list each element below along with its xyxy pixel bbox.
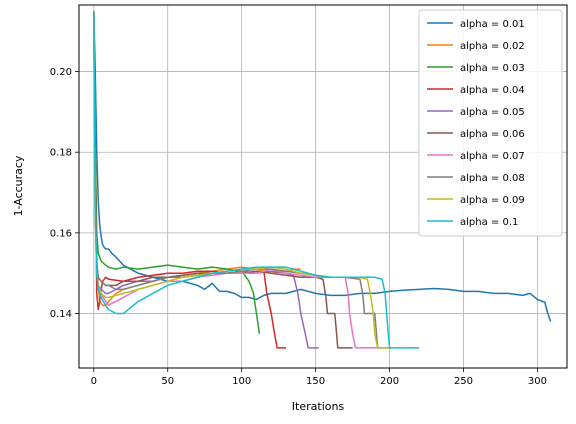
x-tick-label: 0 — [91, 376, 97, 387]
legend-label: alpha = 0.05 — [460, 107, 525, 118]
series-line-7 — [93, 11, 383, 349]
x-tick-label: 200 — [380, 376, 399, 387]
y-tick-label: 0.18 — [50, 148, 72, 159]
x-tick-label: 300 — [528, 376, 547, 387]
y-tick-label: 0.16 — [50, 228, 72, 239]
legend-label: alpha = 0.1 — [460, 217, 518, 228]
legend-label: alpha = 0.03 — [460, 63, 525, 74]
legend-label: alpha = 0.04 — [460, 85, 525, 96]
series-line-8 — [93, 11, 390, 349]
series-line-1 — [93, 11, 552, 322]
x-tick-label: 100 — [232, 376, 251, 387]
legend-box — [418, 9, 563, 237]
series-line-6 — [93, 11, 353, 349]
legend: alpha = 0.01 alpha = 0.02 alpha = 0.03 alph… — [418, 9, 563, 237]
legend-label: alpha = 0.09 — [460, 195, 525, 206]
legend-label: alpha = 0.06 — [460, 129, 525, 140]
series-line-2 — [93, 11, 301, 307]
legend-label: alpha = 0.02 — [460, 41, 525, 52]
series-line-5 — [93, 11, 319, 349]
legend-label: alpha = 0.08 — [460, 173, 525, 184]
legend-label: alpha = 0.07 — [460, 151, 525, 162]
y-axis-label: 1-Accuracy — [12, 155, 25, 216]
x-tick-label: 150 — [306, 376, 325, 387]
x-axis-ticks: 0 50 100 150 200 250 300 — [91, 368, 547, 387]
series-line-3 — [93, 11, 261, 334]
y-axis-ticks: 0.14 0.16 0.18 0.20 — [50, 67, 79, 320]
x-axis-label: Iterations — [292, 400, 345, 413]
plot-frame — [78, 4, 568, 369]
series-lines — [93, 11, 552, 349]
legend-label: alpha = 0.01 — [460, 19, 525, 30]
y-tick-label: 0.20 — [50, 67, 72, 78]
series-line-4 — [93, 11, 287, 349]
x-tick-label: 50 — [161, 376, 174, 387]
series-line-10 — [93, 11, 420, 349]
y-tick-label: 0.14 — [50, 309, 72, 320]
x-tick-label: 250 — [454, 376, 473, 387]
